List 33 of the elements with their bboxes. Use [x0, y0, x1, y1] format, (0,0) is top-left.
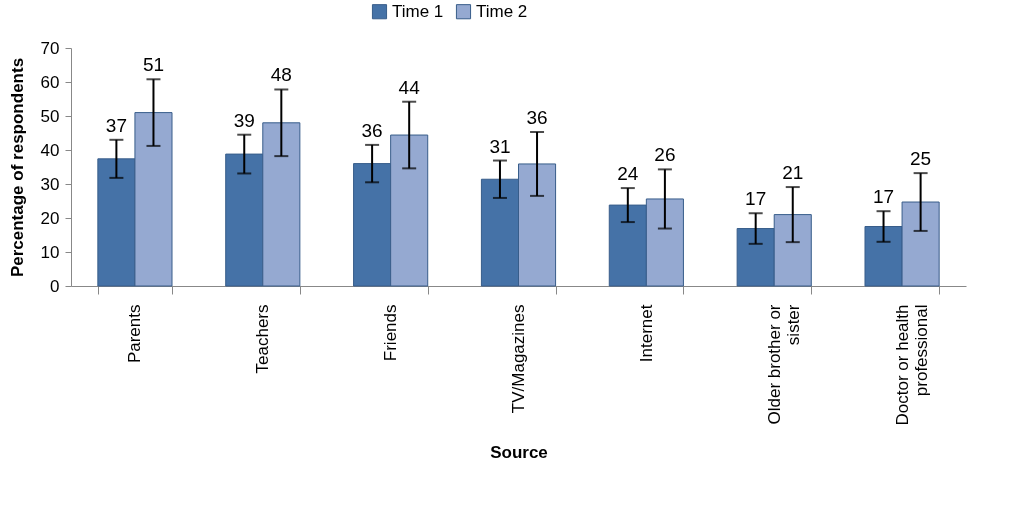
data-label: 24 [617, 163, 639, 185]
data-label: 31 [489, 135, 511, 157]
legend-label: Time 2 [476, 1, 528, 21]
x-tick-label: Friends [381, 304, 401, 362]
data-label: 48 [270, 64, 292, 86]
data-label: 39 [233, 109, 255, 131]
data-label: 25 [910, 148, 932, 170]
x-tick-label: Doctor or health professional [892, 304, 931, 426]
x-tick-label: Internet [636, 304, 656, 363]
data-label: 36 [361, 119, 383, 141]
x-axis-title: Source [490, 443, 548, 463]
y-axis-title: Percentage of respondents [7, 57, 27, 278]
x-tick-label: Older brother or sister [764, 304, 803, 425]
y-tick-label: 10 [40, 242, 60, 262]
x-tick-label: TV/Magazines [509, 304, 528, 414]
x-tick-label: Parents [125, 304, 145, 364]
y-tick-label: 70 [40, 38, 60, 58]
data-label: 51 [142, 54, 165, 76]
data-label: 17 [745, 188, 767, 210]
data-label: 36 [526, 106, 548, 128]
data-label: 44 [398, 76, 421, 98]
y-tick-label: 0 [50, 276, 60, 296]
y-tick-label: 50 [40, 106, 60, 126]
data-label: 21 [782, 162, 804, 184]
y-tick-label: 60 [40, 72, 60, 92]
data-label: 37 [105, 114, 127, 136]
y-tick-label: 20 [40, 208, 60, 228]
y-tick-label: 40 [40, 140, 60, 160]
x-tick-label: Teachers [253, 304, 273, 374]
y-tick-label: 30 [40, 174, 60, 194]
data-label: 26 [654, 144, 676, 166]
legend-label: Time 1 [392, 1, 444, 21]
data-label: 17 [872, 186, 895, 208]
